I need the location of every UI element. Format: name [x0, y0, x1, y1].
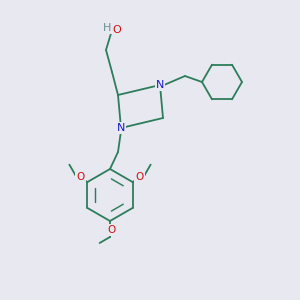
Text: N: N — [156, 80, 164, 90]
Text: O: O — [136, 172, 144, 182]
Text: O: O — [76, 172, 85, 182]
Text: O: O — [112, 25, 122, 35]
Text: H: H — [103, 23, 111, 33]
Text: O: O — [108, 225, 116, 235]
Text: N: N — [117, 123, 125, 133]
